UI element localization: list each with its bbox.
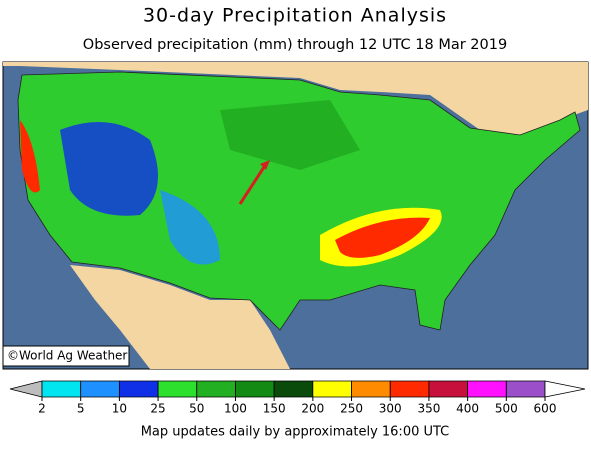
rain-red-ca (20, 120, 40, 193)
footer-note: Map updates daily by approximately 16:00… (141, 425, 450, 440)
color-swatch (157, 380, 198, 398)
color-swatch (273, 380, 314, 398)
tick-label: 400 (456, 402, 479, 416)
rain-green-mid (220, 100, 360, 170)
color-swatch (41, 380, 82, 398)
color-swatch (428, 380, 469, 398)
arrow (238, 163, 268, 205)
color-swatch (80, 380, 120, 398)
rain-red-se (335, 217, 430, 258)
tick-label: 150 (263, 402, 286, 416)
rain-blue-west (60, 122, 158, 216)
color-swatch (467, 380, 507, 398)
title: 30-day Precipitation Analysis (143, 5, 447, 27)
tick-label: 600 (534, 402, 557, 416)
usa (17, 71, 581, 331)
color-swatch (312, 380, 352, 398)
color-swatch (9, 380, 43, 398)
tick-label: 500 (495, 402, 518, 416)
map: ©World Ag Weather (2, 61, 589, 370)
color-swatch (505, 380, 546, 398)
color-swatch (351, 380, 391, 398)
tick-label: 5 (77, 402, 85, 416)
color-swatch (196, 380, 236, 398)
tick-label: 200 (301, 402, 324, 416)
tick-label: 2 (38, 402, 46, 416)
color-swatch (389, 380, 430, 398)
tick-label: 50 (189, 402, 204, 416)
credit-box (2, 345, 130, 367)
colorbar: 2 5 10 25 50 100 150 200 250 300 350 400 500 600 (9, 380, 586, 416)
mexico (70, 265, 290, 369)
tick-label: 300 (379, 402, 402, 416)
color-swatch (118, 380, 159, 398)
credit: ©World Ag Weather (7, 349, 127, 363)
color-swatch (544, 380, 586, 398)
tick-label: 250 (340, 402, 363, 416)
subtitle: Observed precipitation (mm) through 12 U… (83, 37, 507, 53)
tick-label: 100 (224, 402, 247, 416)
tick-label: 25 (150, 402, 165, 416)
color-swatch (235, 380, 275, 398)
tick-label: 10 (112, 402, 127, 416)
canada (3, 62, 588, 140)
arrow-head (260, 160, 270, 170)
rain-blue-sw (160, 190, 220, 265)
tick-label: 350 (417, 402, 440, 416)
